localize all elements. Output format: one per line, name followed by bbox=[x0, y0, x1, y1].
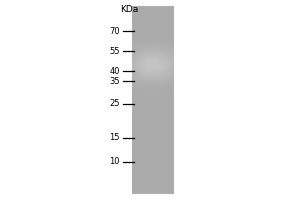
Text: 10: 10 bbox=[110, 158, 120, 166]
Text: KDa: KDa bbox=[120, 4, 138, 14]
Text: 70: 70 bbox=[110, 26, 120, 36]
Text: 55: 55 bbox=[110, 46, 120, 55]
Text: 25: 25 bbox=[110, 99, 120, 108]
Text: 35: 35 bbox=[110, 76, 120, 86]
Text: 40: 40 bbox=[110, 66, 120, 75]
Text: 15: 15 bbox=[110, 134, 120, 142]
